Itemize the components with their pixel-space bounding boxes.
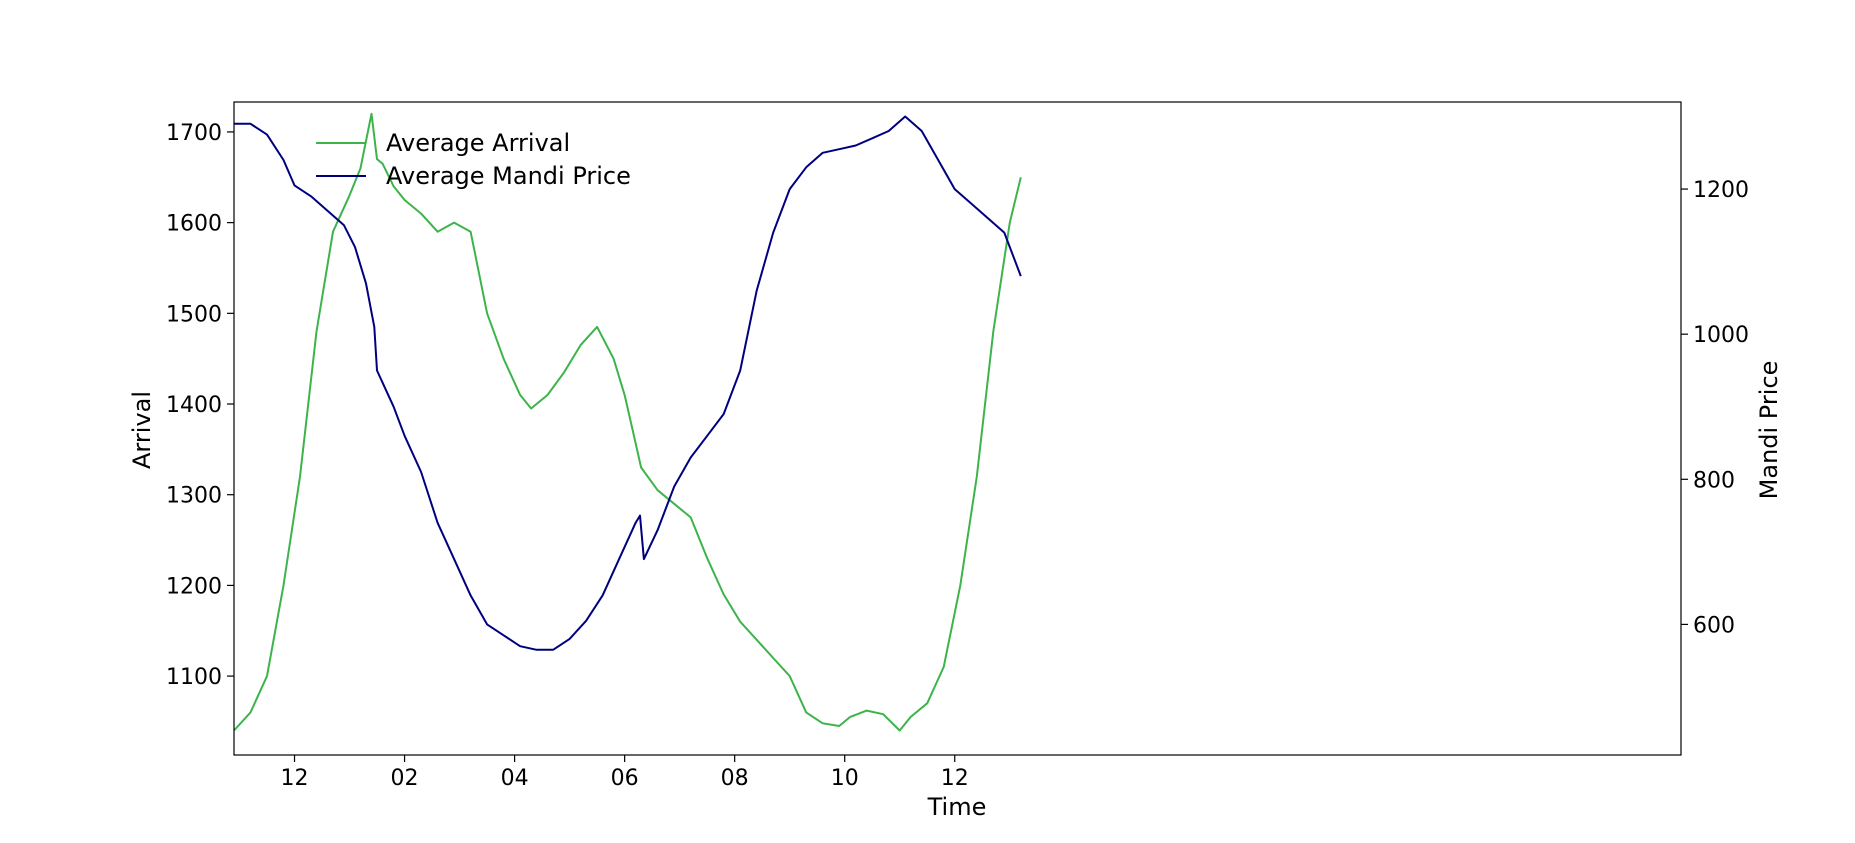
series-lines: [233, 112, 1022, 732]
y-left-tick-label: 1600: [166, 212, 222, 237]
y-left-tick-label: 1300: [166, 484, 222, 509]
y-right-tick-label: 1200: [1693, 178, 1749, 203]
y-left-tick-label: 1700: [166, 121, 222, 146]
y-left-tick-label: 1400: [166, 393, 222, 418]
y-left-tick-label: 1100: [166, 665, 222, 690]
x-axis: 12 02 04 06 08 10 12: [281, 755, 969, 791]
legend: Average Arrival Average Mandi Price: [316, 129, 631, 190]
x-tick-label: 02: [391, 766, 419, 791]
legend-label-average-mandi-price: Average Mandi Price: [386, 162, 631, 190]
x-tick-label: 04: [501, 766, 529, 791]
y-axis-left-title: Arrival: [128, 391, 156, 469]
series-line-average-mandi-price: [234, 115, 1022, 651]
x-tick-label: 12: [281, 766, 309, 791]
legend-label-average-arrival: Average Arrival: [386, 129, 570, 157]
y-axis-right-title: Mandi Price: [1755, 361, 1783, 500]
y-left-tick-label: 1500: [166, 302, 222, 327]
y-right-tick-label: 1000: [1693, 323, 1749, 348]
x-tick-label: 08: [721, 766, 749, 791]
plot-frame: [233, 101, 1682, 756]
x-tick-label: 06: [611, 766, 639, 791]
y-right-tick-label: 600: [1693, 613, 1735, 638]
y-left-tick-label: 1200: [166, 574, 222, 599]
x-tick-label: 10: [831, 766, 859, 791]
y-right-tick-label: 800: [1693, 468, 1735, 493]
y-axis-left: 1100 1200 1300 1400 1500 1600 1700: [166, 121, 234, 690]
series-line-average-arrival: [233, 112, 1022, 732]
x-axis-title: Time: [927, 793, 987, 821]
y-axis-right: 600 800 1000 1200: [1681, 178, 1749, 638]
x-tick-label: 12: [941, 766, 969, 791]
